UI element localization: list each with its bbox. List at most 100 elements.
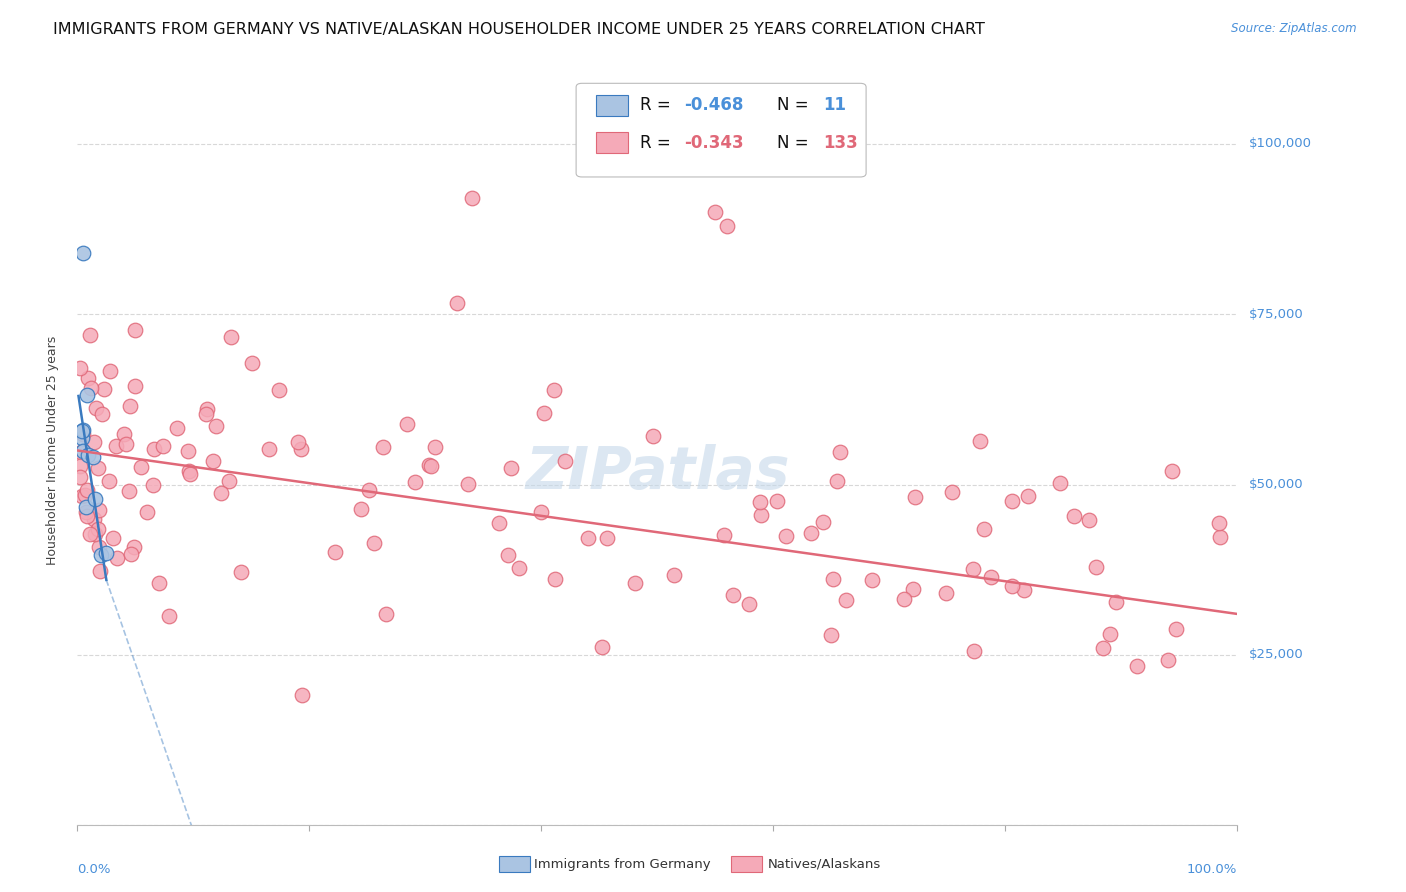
Point	[94, 546, 117, 560]
Text: -0.468: -0.468	[683, 96, 744, 114]
Point	[177, 444, 200, 458]
Point	[69, 360, 91, 375]
Point	[363, 536, 385, 550]
Point	[941, 484, 963, 499]
Point	[89, 540, 111, 554]
Point	[749, 495, 772, 509]
Point	[799, 526, 821, 541]
Point	[1049, 475, 1071, 490]
Point	[90, 407, 112, 421]
Point	[935, 585, 957, 599]
Point	[69, 459, 91, 474]
Point	[79, 526, 101, 541]
Point	[105, 439, 128, 453]
Point	[543, 383, 565, 397]
Point	[112, 426, 135, 441]
Point	[420, 458, 443, 473]
Point	[72, 424, 94, 438]
Point	[75, 500, 97, 514]
Text: 133: 133	[823, 134, 858, 152]
Point	[1063, 509, 1085, 524]
Point	[152, 438, 174, 452]
Point	[461, 191, 484, 205]
Point	[122, 541, 145, 555]
Point	[179, 467, 201, 482]
Point	[148, 576, 170, 591]
Point	[591, 640, 613, 654]
Point	[1092, 640, 1115, 655]
Text: 11: 11	[823, 96, 846, 114]
Point	[77, 448, 100, 462]
Point	[202, 453, 225, 467]
Text: IMMIGRANTS FROM GERMANY VS NATIVE/ALASKAN HOUSEHOLDER INCOME UNDER 25 YEARS CORR: IMMIGRANTS FROM GERMANY VS NATIVE/ALASKA…	[53, 22, 986, 37]
Point	[963, 644, 986, 658]
Point	[860, 573, 883, 587]
Point	[373, 440, 395, 454]
Point	[508, 560, 530, 574]
Point	[1012, 582, 1035, 597]
Point	[115, 437, 138, 451]
Point	[209, 486, 232, 500]
Point	[488, 516, 510, 530]
Y-axis label: Householder Income Under 25 years: Householder Income Under 25 years	[46, 335, 59, 566]
Point	[257, 442, 280, 456]
Point	[624, 576, 647, 591]
Text: R =: R =	[640, 134, 676, 152]
Point	[87, 460, 110, 475]
Point	[1208, 516, 1230, 530]
Point	[721, 589, 744, 603]
Point	[1105, 595, 1128, 609]
Point	[811, 515, 834, 529]
Point	[72, 489, 94, 503]
Point	[641, 428, 664, 442]
Point	[375, 607, 398, 622]
Point	[533, 406, 555, 420]
Point	[496, 548, 519, 562]
Point	[142, 478, 165, 492]
Point	[69, 470, 91, 484]
Point	[901, 582, 924, 597]
Point	[969, 434, 991, 448]
Point	[100, 364, 122, 378]
Point	[423, 440, 446, 454]
Point	[349, 502, 371, 516]
Point	[84, 491, 107, 506]
Text: $50,000: $50,000	[1249, 478, 1303, 491]
Point	[1164, 622, 1187, 636]
Point	[143, 442, 166, 456]
Point	[83, 434, 105, 449]
Text: N =: N =	[776, 134, 814, 152]
Point	[76, 508, 98, 523]
Point	[576, 532, 599, 546]
Point	[72, 246, 94, 260]
Point	[287, 434, 309, 449]
Point	[90, 548, 112, 562]
Point	[737, 598, 759, 612]
Point	[105, 551, 128, 566]
Point	[825, 475, 848, 489]
Point	[80, 381, 103, 395]
Point	[76, 371, 98, 385]
Point	[93, 382, 115, 396]
Point	[89, 565, 111, 579]
Point	[118, 483, 141, 498]
Point	[70, 444, 93, 458]
Point	[129, 459, 152, 474]
Point	[713, 528, 735, 542]
Point	[124, 323, 146, 337]
Bar	[596, 95, 628, 116]
Point	[240, 356, 263, 370]
Point	[457, 477, 479, 491]
Point	[1000, 579, 1022, 593]
Point	[82, 450, 104, 464]
Point	[157, 609, 180, 624]
Point	[72, 423, 94, 437]
Point	[1157, 653, 1180, 667]
Point	[97, 474, 120, 488]
Text: Immigrants from Germany: Immigrants from Germany	[534, 858, 711, 871]
Text: $75,000: $75,000	[1249, 308, 1303, 321]
Text: -0.343: -0.343	[683, 134, 744, 152]
Point	[194, 408, 217, 422]
Point	[893, 592, 915, 607]
Point	[1125, 658, 1147, 673]
